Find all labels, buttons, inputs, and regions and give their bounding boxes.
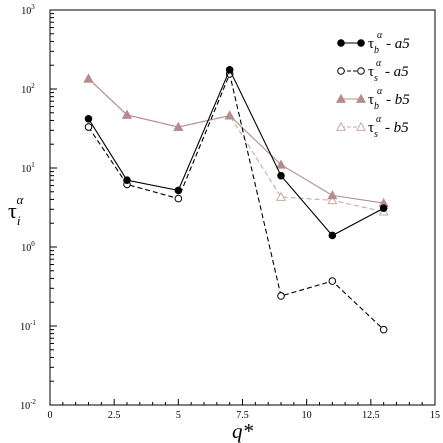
data-point: [355, 121, 367, 131]
data-point: [379, 204, 388, 212]
x-tick-label: 5: [176, 410, 181, 421]
x-tick-label: 10: [302, 410, 312, 421]
x-tick-label: 12.5: [362, 410, 380, 421]
data-point: [327, 195, 338, 205]
y-tick-label: 100: [21, 240, 35, 254]
data-point: [335, 121, 347, 131]
y-tick-label: 101: [21, 161, 35, 175]
data-point: [174, 186, 183, 195]
legend-label: τsα - b5: [368, 114, 409, 140]
plot-border: [49, 9, 436, 406]
data-point: [173, 121, 184, 131]
y-axis-title: τiα: [8, 192, 24, 228]
data-point: [225, 65, 234, 74]
x-tick-label: 2.5: [108, 410, 121, 421]
x-tick-label: 0: [48, 410, 53, 421]
data-point: [224, 110, 235, 120]
series-layer: [83, 65, 389, 334]
x-tick-label: 15: [430, 410, 440, 421]
legend-label: τbα - b5: [368, 86, 410, 112]
x-axis-title: q*: [232, 419, 254, 443]
series-1: [84, 65, 388, 240]
y-tick-label: 10-2: [20, 398, 36, 412]
data-point: [121, 109, 133, 119]
legend-label: τbα - a5: [368, 30, 410, 56]
y-axis: 10-2 10-1 100 101 102 103: [20, 3, 57, 412]
data-point: [357, 67, 365, 75]
data-point: [84, 123, 93, 131]
legend-entry: τbα - a5: [337, 30, 410, 56]
legend-entry: τbα - b5: [335, 86, 410, 112]
legend-entry: τsα - b5: [335, 114, 409, 140]
data-point: [277, 292, 285, 300]
y-tick-label: 102: [21, 82, 35, 96]
x-axis: 0 2.5 5 7.5 10 12.5 15: [48, 399, 440, 421]
y-tick-label: 10-1: [20, 319, 36, 333]
data-point: [335, 93, 347, 103]
y-tick-label: 103: [21, 3, 35, 17]
legend-label: τsα - a5: [368, 58, 409, 84]
data-point: [275, 159, 287, 169]
x-tick-label: 7.5: [236, 410, 249, 421]
data-point: [355, 93, 367, 103]
series-4: [83, 73, 389, 216]
series-2: [84, 70, 388, 334]
data-point: [277, 171, 285, 180]
data-point: [84, 114, 93, 123]
data-point: [83, 73, 94, 83]
data-point: [328, 277, 337, 285]
data-point: [123, 176, 131, 185]
data-point: [328, 231, 337, 240]
data-point: [337, 67, 345, 75]
data-point: [174, 194, 183, 203]
data-point: [357, 39, 365, 47]
data-point: [275, 191, 287, 201]
legend-entry: τsα - a5: [337, 58, 409, 84]
data-point: [337, 39, 345, 47]
plot-frame: [49, 9, 436, 406]
series-line: [88, 68, 384, 237]
data-point: [379, 325, 388, 334]
data-point: [327, 190, 338, 200]
